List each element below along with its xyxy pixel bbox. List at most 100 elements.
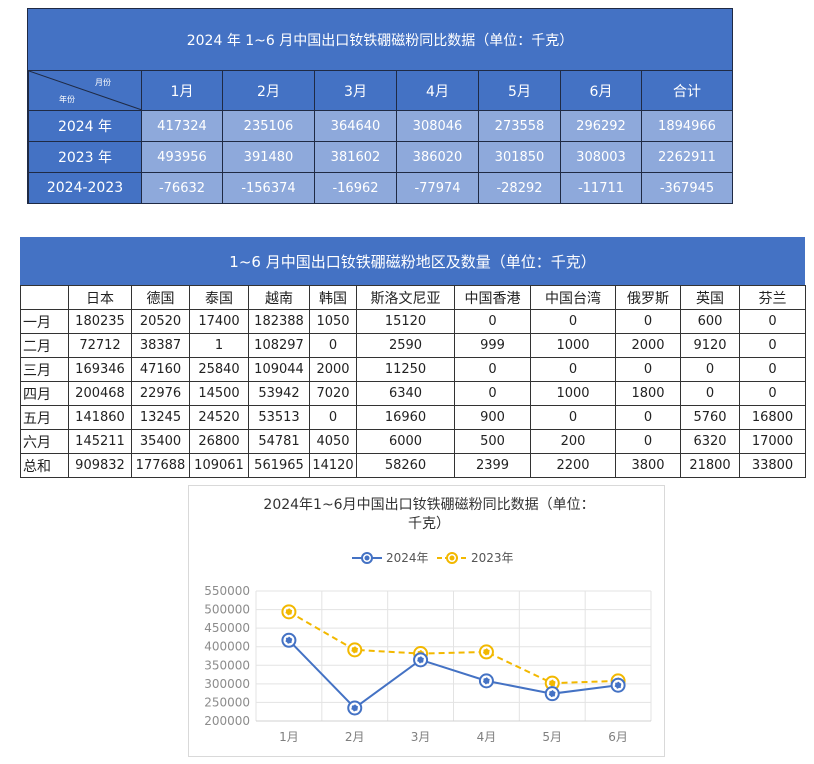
data-cell: 17000	[739, 429, 806, 454]
data-cell: 386020	[396, 141, 479, 173]
data-cell: 561965	[248, 453, 310, 478]
data-cell: -77974	[396, 172, 479, 204]
data-cell: 2000	[309, 357, 357, 382]
region-table: 1~6 月中国出口钕铁硼磁粉地区及数量（单位：千克） 日本 德国 泰国 越南 韩国 斯洛文…	[20, 237, 806, 478]
table-row: 三月 169346 47160 25840 109044 2000 11250 0 0 0 0 0	[20, 357, 806, 382]
region-header-row: 日本 德国 泰国 越南 韩国 斯洛文尼亚 中国香港 中国台湾 俄罗斯 英国 芬兰	[20, 285, 806, 310]
data-point-inner	[482, 676, 491, 685]
data-cell: 7020	[309, 381, 357, 406]
x-tick-label: 1月	[279, 730, 299, 744]
data-cell: 4050	[309, 429, 357, 454]
row-label: 四月	[20, 381, 69, 406]
yoy-table: 2024 年 1~6 月中国出口钕铁硼磁粉同比数据（单位：千克） 月份 年份 1…	[27, 8, 733, 204]
data-point-inner	[548, 689, 557, 698]
data-cell: 109044	[248, 357, 310, 382]
y-tick-label: 200000	[204, 714, 250, 728]
data-cell: 0	[739, 381, 806, 406]
data-cell: 9120	[680, 333, 740, 358]
row-label: 一月	[20, 309, 69, 334]
data-cell: 22976	[131, 381, 190, 406]
data-cell: 21800	[680, 453, 740, 478]
row-label: 五月	[20, 405, 69, 430]
x-tick-label: 5月	[542, 730, 562, 744]
data-cell: 0	[530, 309, 616, 334]
y-tick-label: 550000	[204, 584, 250, 598]
header-cell: 6月	[560, 70, 642, 111]
data-cell: 47160	[131, 357, 190, 382]
data-cell: 26800	[189, 429, 249, 454]
table-row: 2023 年 493956 391480 381602 386020 30185…	[28, 141, 733, 173]
data-cell: 0	[309, 333, 357, 358]
row-label: 六月	[20, 429, 69, 454]
data-cell: 17400	[189, 309, 249, 334]
data-cell: 235106	[222, 110, 315, 142]
data-cell: 145211	[68, 429, 132, 454]
data-cell: 391480	[222, 141, 315, 173]
data-cell: 1	[189, 333, 249, 358]
data-point-inner	[350, 703, 359, 712]
series-line	[288, 639, 619, 710]
data-cell: 2399	[454, 453, 531, 478]
data-cell: 169346	[68, 357, 132, 382]
data-point-inner	[548, 679, 557, 688]
row-label: 2023 年	[28, 141, 142, 173]
data-cell: 53513	[248, 405, 310, 430]
data-cell: 15120	[356, 309, 455, 334]
data-cell: 308046	[396, 110, 479, 142]
data-cell: 909832	[68, 453, 132, 478]
data-point-inner	[416, 655, 425, 664]
x-tick-label: 3月	[411, 730, 431, 744]
table-row: 2024 年 417324 235106 364640 308046 27355…	[28, 110, 733, 142]
region-table-grid: 日本 德国 泰国 越南 韩国 斯洛文尼亚 中国香港 中国台湾 俄罗斯 英国 芬兰 一月 180235 20…	[20, 285, 806, 478]
data-cell: 38387	[131, 333, 190, 358]
x-tick-label: 4月	[477, 730, 497, 744]
data-cell: -76632	[141, 172, 223, 204]
y-tick-label: 450000	[204, 621, 250, 635]
region-header-cell: 俄罗斯	[615, 285, 681, 310]
region-table-title: 1~6 月中国出口钕铁硼磁粉地区及数量（单位：千克）	[20, 237, 805, 285]
region-header-cell: 中国台湾	[530, 285, 616, 310]
line-chart: 2024年1~6月中国出口钕铁硼磁粉同比数据（单位： 千克） 550000 500…	[188, 485, 665, 757]
data-cell: 33800	[739, 453, 806, 478]
data-cell: 308003	[560, 141, 642, 173]
data-cell: 2000	[615, 333, 681, 358]
row-label: 2024-2023	[28, 172, 142, 204]
table-row: 总和 909832 177688 109061 561965 14120 58260 2399…	[20, 453, 806, 478]
data-cell: 182388	[248, 309, 310, 334]
data-point-inner	[284, 607, 293, 616]
legend-marker-inner	[364, 555, 370, 561]
data-cell: 381602	[314, 141, 397, 173]
data-cell: -367945	[641, 172, 733, 204]
data-cell: 109061	[189, 453, 249, 478]
row-label: 2024 年	[28, 110, 142, 142]
legend-marker-inner	[449, 555, 455, 561]
data-cell: 600	[680, 309, 740, 334]
corner-cell	[20, 285, 69, 310]
data-cell: 25840	[189, 357, 249, 382]
data-cell: 11250	[356, 357, 455, 382]
data-cell: 6000	[356, 429, 455, 454]
data-point-inner	[482, 647, 491, 656]
region-header-cell: 泰国	[189, 285, 249, 310]
row-label: 三月	[20, 357, 69, 382]
header-cell: 1月	[141, 70, 223, 111]
header-cell: 2月	[222, 70, 315, 111]
data-cell: 999	[454, 333, 531, 358]
table-row: 2024-2023 -76632 -156374 -16962 -77974 -…	[28, 172, 733, 204]
data-cell: 1894966	[641, 110, 733, 142]
x-tick-label: 2月	[345, 730, 365, 744]
region-header-cell: 日本	[68, 285, 132, 310]
data-cell: 200	[530, 429, 616, 454]
data-cell: 0	[739, 309, 806, 334]
header-cell: 3月	[314, 70, 397, 111]
data-cell: -16962	[314, 172, 397, 204]
region-header-cell: 越南	[248, 285, 310, 310]
data-cell: 16800	[739, 405, 806, 430]
data-cell: 1050	[309, 309, 357, 334]
data-cell: -156374	[222, 172, 315, 204]
chart-title: 2024年1~6月中国出口钕铁硼磁粉同比数据（单位： 千克）	[229, 496, 629, 534]
data-cell: 3800	[615, 453, 681, 478]
region-header-cell: 斯洛文尼亚	[356, 285, 455, 310]
data-cell: 417324	[141, 110, 223, 142]
yoy-table-title: 2024 年 1~6 月中国出口钕铁硼磁粉同比数据（单位：千克）	[28, 9, 732, 71]
